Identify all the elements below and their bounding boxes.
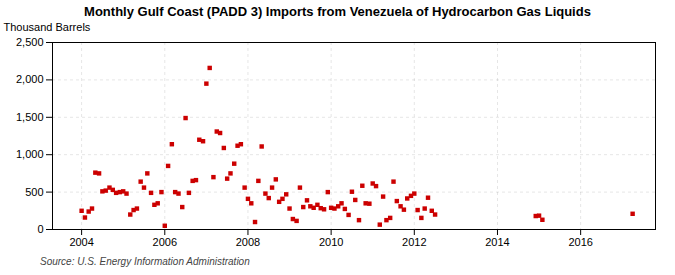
- svg-text:1,000: 1,000: [16, 148, 44, 160]
- svg-text:2006: 2006: [153, 236, 177, 248]
- svg-text:2016: 2016: [568, 236, 592, 248]
- html-text:Source: U.S. Energy Informatio: Source: U.S. Energy Information Administ…: [40, 256, 250, 267]
- svg-text:0: 0: [37, 223, 43, 235]
- svg-text:2012: 2012: [402, 236, 426, 248]
- html-text:Monthly Gulf Coast (PADD 3) Im: Monthly Gulf Coast (PADD 3) Imports from…: [84, 4, 591, 19]
- svg-text:Thousand Barrels: Thousand Barrels: [4, 21, 91, 33]
- svg-text:2014: 2014: [485, 236, 509, 248]
- svg-text:2004: 2004: [69, 236, 93, 248]
- svg-text:2,000: 2,000: [16, 73, 44, 85]
- svg-text:2008: 2008: [236, 236, 260, 248]
- svg-text:500: 500: [25, 186, 43, 198]
- svg-text:1,500: 1,500: [16, 111, 44, 123]
- svg-text:2,500: 2,500: [16, 36, 44, 48]
- svg-text:2010: 2010: [319, 236, 343, 248]
